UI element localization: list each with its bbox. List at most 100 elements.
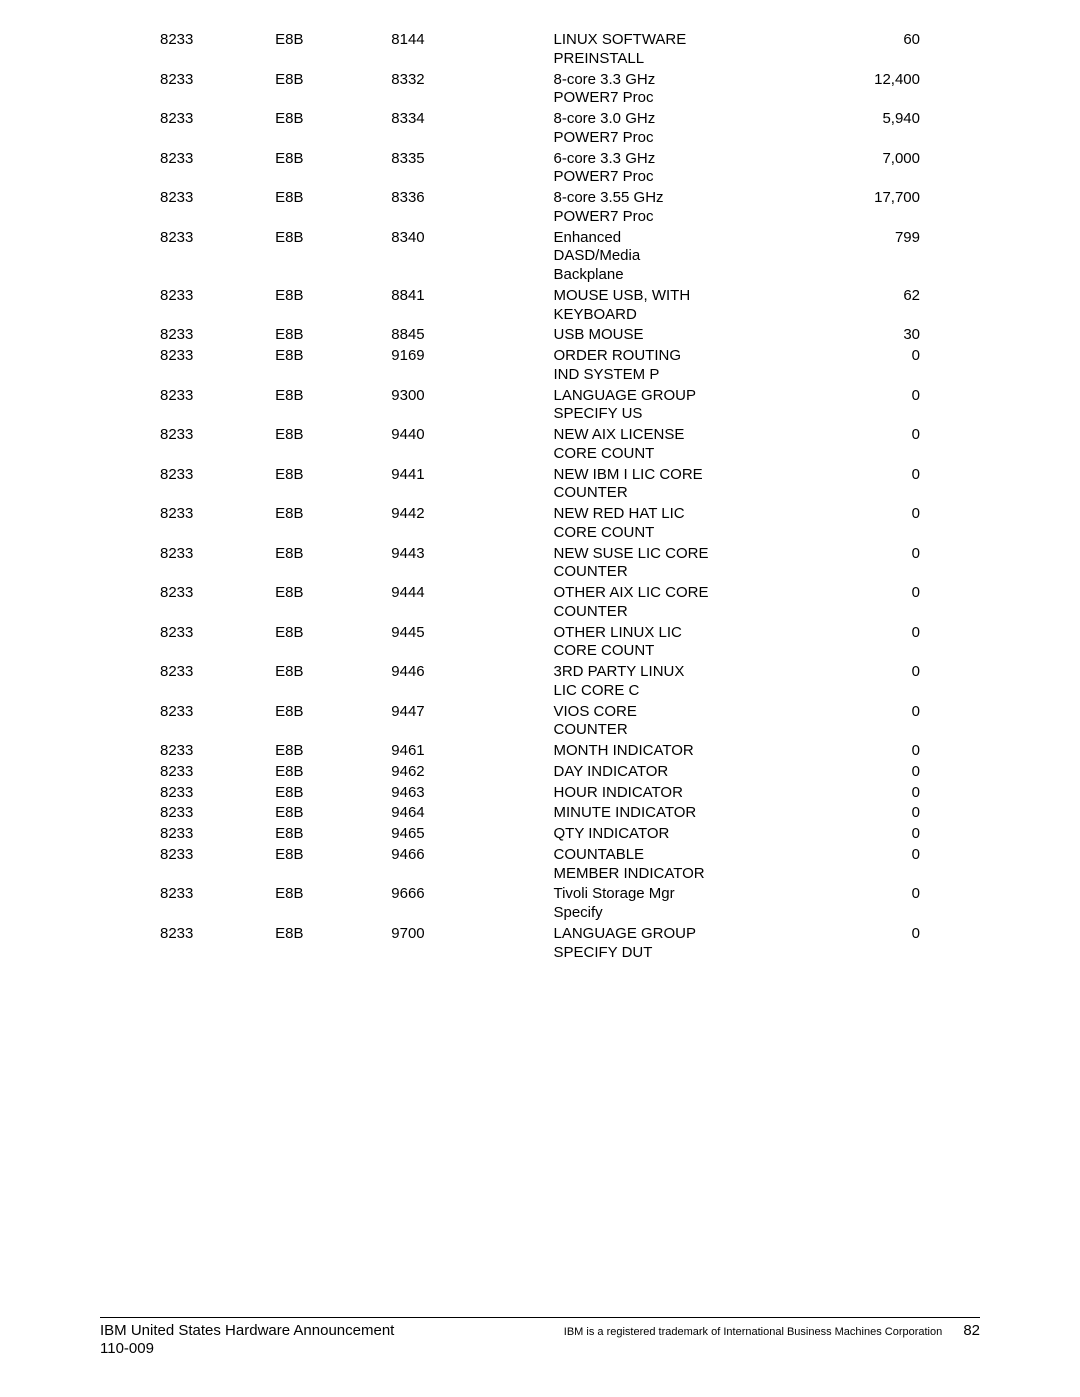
cell-price: 0 [712, 544, 922, 584]
pricing-table: 8233E8B8144LINUX SOFTWARE PREINSTALL6082… [158, 30, 922, 963]
cell-desc: 6-core 3.3 GHz POWER7 Proc [551, 149, 711, 189]
cell-model: E8B [273, 425, 389, 465]
table-row: 8233E8B9462DAY INDICATOR0 [158, 762, 922, 783]
cell-feature: 9443 [389, 544, 551, 584]
cell-price: 60 [712, 30, 922, 70]
cell-price: 0 [712, 623, 922, 663]
cell-model: E8B [273, 228, 389, 286]
cell-model: E8B [273, 803, 389, 824]
cell-price: 0 [712, 741, 922, 762]
footer-rule [100, 1317, 980, 1318]
cell-feature: 9465 [389, 824, 551, 845]
table-row: 8233E8B83368-core 3.55 GHz POWER7 Proc17… [158, 188, 922, 228]
cell-type: 8233 [158, 783, 273, 804]
cell-desc: VIOS CORE COUNTER [551, 702, 711, 742]
page-number: 82 [945, 1322, 980, 1339]
page-footer: IBM United States Hardware Announcement … [100, 1317, 980, 1360]
cell-feature: 9666 [389, 884, 551, 924]
cell-feature: 8845 [389, 325, 551, 346]
cell-price: 0 [712, 762, 922, 783]
cell-model: E8B [273, 884, 389, 924]
cell-type: 8233 [158, 425, 273, 465]
cell-feature: 9466 [389, 845, 551, 885]
cell-desc: 8-core 3.3 GHz POWER7 Proc [551, 70, 711, 110]
cell-desc: QTY INDICATOR [551, 824, 711, 845]
cell-model: E8B [273, 346, 389, 386]
cell-model: E8B [273, 544, 389, 584]
cell-model: E8B [273, 924, 389, 964]
cell-price: 0 [712, 346, 922, 386]
cell-feature: 8334 [389, 109, 551, 149]
cell-desc: 3RD PARTY LINUX LIC CORE C [551, 662, 711, 702]
cell-desc: MINUTE INDICATOR [551, 803, 711, 824]
cell-desc: LANGUAGE GROUP SPECIFY DUT [551, 924, 711, 964]
cell-desc: USB MOUSE [551, 325, 711, 346]
table-row: 8233E8B9700LANGUAGE GROUP SPECIFY DUT0 [158, 924, 922, 964]
cell-desc: 8-core 3.0 GHz POWER7 Proc [551, 109, 711, 149]
cell-type: 8233 [158, 741, 273, 762]
cell-type: 8233 [158, 762, 273, 783]
cell-model: E8B [273, 70, 389, 110]
cell-feature: 9440 [389, 425, 551, 465]
cell-model: E8B [273, 662, 389, 702]
cell-type: 8233 [158, 623, 273, 663]
cell-type: 8233 [158, 70, 273, 110]
cell-feature: 9442 [389, 504, 551, 544]
cell-model: E8B [273, 702, 389, 742]
cell-feature: 9464 [389, 803, 551, 824]
cell-price: 0 [712, 702, 922, 742]
table-row: 8233E8B94463RD PARTY LINUX LIC CORE C0 [158, 662, 922, 702]
cell-type: 8233 [158, 465, 273, 505]
table-row: 8233E8B9447VIOS CORE COUNTER0 [158, 702, 922, 742]
cell-desc: NEW AIX LICENSE CORE COUNT [551, 425, 711, 465]
cell-price: 7,000 [712, 149, 922, 189]
cell-type: 8233 [158, 803, 273, 824]
cell-model: E8B [273, 783, 389, 804]
cell-type: 8233 [158, 149, 273, 189]
table-row: 8233E8B83356-core 3.3 GHz POWER7 Proc7,0… [158, 149, 922, 189]
cell-type: 8233 [158, 109, 273, 149]
cell-price: 0 [712, 824, 922, 845]
table-row: 8233E8B83328-core 3.3 GHz POWER7 Proc12,… [158, 70, 922, 110]
cell-feature: 9441 [389, 465, 551, 505]
cell-price: 62 [712, 286, 922, 326]
cell-feature: 8336 [389, 188, 551, 228]
cell-type: 8233 [158, 924, 273, 964]
cell-model: E8B [273, 325, 389, 346]
footer-docnum: 110-009 [100, 1340, 154, 1357]
table-row: 8233E8B8845USB MOUSE30 [158, 325, 922, 346]
cell-price: 799 [712, 228, 922, 286]
cell-price: 0 [712, 425, 922, 465]
cell-model: E8B [273, 741, 389, 762]
cell-desc: OTHER AIX LIC CORE COUNTER [551, 583, 711, 623]
cell-model: E8B [273, 188, 389, 228]
table-row: 8233E8B9463HOUR INDICATOR0 [158, 783, 922, 804]
cell-feature: 9446 [389, 662, 551, 702]
cell-price: 17,700 [712, 188, 922, 228]
cell-desc: COUNTABLE MEMBER INDICATOR [551, 845, 711, 885]
cell-desc: 8-core 3.55 GHz POWER7 Proc [551, 188, 711, 228]
table-row: 8233E8B9441NEW IBM I LIC CORE COUNTER0 [158, 465, 922, 505]
cell-price: 12,400 [712, 70, 922, 110]
footer-right: IBM is a registered trademark of Interna… [564, 1322, 980, 1339]
cell-desc: Enhanced DASD/Media Backplane [551, 228, 711, 286]
cell-desc: LINUX SOFTWARE PREINSTALL [551, 30, 711, 70]
table-row: 8233E8B9444OTHER AIX LIC CORE COUNTER0 [158, 583, 922, 623]
cell-feature: 9169 [389, 346, 551, 386]
cell-price: 0 [712, 924, 922, 964]
cell-price: 0 [712, 845, 922, 885]
cell-feature: 9700 [389, 924, 551, 964]
cell-price: 0 [712, 386, 922, 426]
cell-model: E8B [273, 286, 389, 326]
cell-price: 0 [712, 662, 922, 702]
cell-type: 8233 [158, 824, 273, 845]
cell-desc: HOUR INDICATOR [551, 783, 711, 804]
cell-price: 30 [712, 325, 922, 346]
cell-model: E8B [273, 149, 389, 189]
cell-feature: 8841 [389, 286, 551, 326]
table-row: 8233E8B9442NEW RED HAT LIC CORE COUNT0 [158, 504, 922, 544]
cell-model: E8B [273, 386, 389, 426]
cell-model: E8B [273, 504, 389, 544]
cell-model: E8B [273, 623, 389, 663]
cell-type: 8233 [158, 30, 273, 70]
